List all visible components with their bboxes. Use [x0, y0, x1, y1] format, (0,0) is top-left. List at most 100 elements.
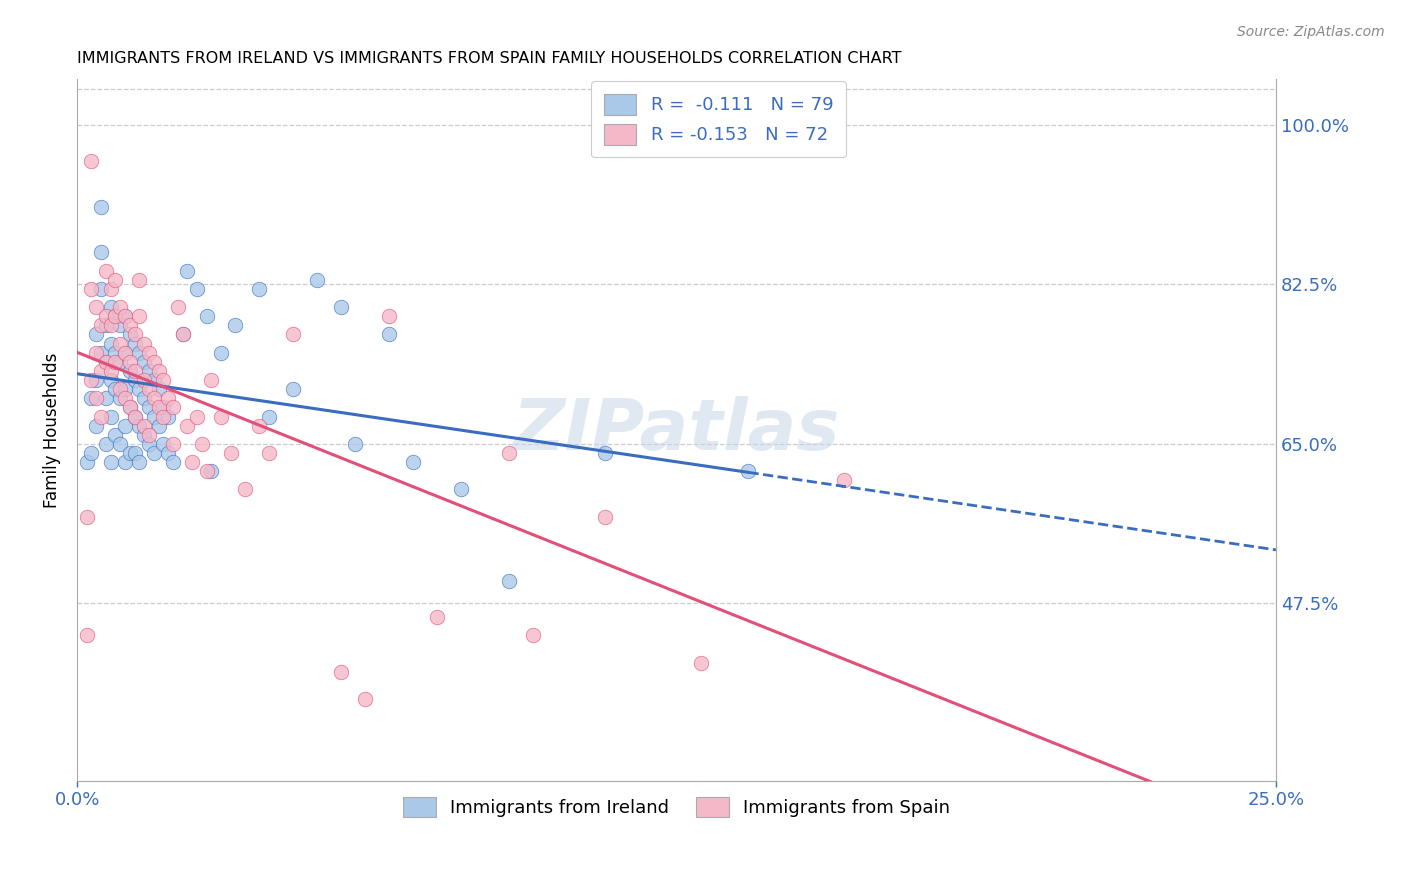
Point [104, 310, 127, 324]
Point [138, 382, 160, 396]
Point [90, 200, 112, 214]
Point [104, 310, 127, 324]
Point [124, 336, 146, 351]
Point [142, 355, 165, 369]
Point [80, 391, 103, 405]
Point [110, 355, 132, 369]
Point [84, 300, 107, 314]
Point [142, 373, 165, 387]
Point [90, 282, 112, 296]
Point [104, 427, 127, 442]
Point [128, 310, 150, 324]
Point [90, 245, 112, 260]
Point [100, 318, 122, 333]
Point [257, 446, 280, 460]
Point [138, 364, 160, 378]
Point [124, 409, 146, 424]
Point [128, 455, 150, 469]
Point [134, 373, 156, 387]
Point [166, 300, 188, 314]
Point [344, 437, 367, 451]
Point [84, 327, 107, 342]
Point [80, 446, 103, 460]
Text: ZIPatlas: ZIPatlas [513, 396, 841, 465]
Point [281, 327, 304, 342]
Point [76, 509, 98, 524]
Point [80, 282, 103, 296]
Point [76, 455, 98, 469]
Y-axis label: Family Households: Family Households [44, 352, 60, 508]
Point [176, 263, 198, 277]
Point [100, 364, 122, 378]
Point [219, 446, 242, 460]
Point [209, 345, 232, 359]
Point [94, 355, 117, 369]
Point [186, 282, 208, 296]
Point [138, 427, 160, 442]
Point [110, 437, 132, 451]
Point [128, 382, 150, 396]
Point [118, 318, 141, 333]
Point [94, 318, 117, 333]
Point [200, 373, 222, 387]
Point [593, 509, 616, 524]
Point [247, 418, 270, 433]
Point [498, 574, 520, 588]
Point [104, 345, 127, 359]
Point [426, 610, 449, 624]
Point [80, 373, 103, 387]
Point [134, 418, 156, 433]
Point [134, 427, 156, 442]
Point [148, 382, 170, 396]
Point [142, 446, 165, 460]
Point [110, 336, 132, 351]
Point [114, 391, 136, 405]
Point [114, 418, 136, 433]
Point [90, 345, 112, 359]
Point [142, 391, 165, 405]
Point [247, 282, 270, 296]
Point [110, 382, 132, 396]
Point [152, 373, 174, 387]
Point [138, 401, 160, 415]
Point [114, 345, 136, 359]
Point [834, 473, 856, 487]
Point [114, 345, 136, 359]
Legend: Immigrants from Ireland, Immigrants from Spain: Immigrants from Ireland, Immigrants from… [396, 789, 957, 824]
Point [191, 437, 214, 451]
Point [450, 483, 472, 497]
Point [134, 336, 156, 351]
Point [124, 446, 146, 460]
Point [128, 273, 150, 287]
Point [134, 391, 156, 405]
Point [100, 282, 122, 296]
Point [118, 327, 141, 342]
Point [110, 391, 132, 405]
Text: Source: ZipAtlas.com: Source: ZipAtlas.com [1237, 25, 1385, 39]
Point [104, 273, 127, 287]
Point [128, 418, 150, 433]
Point [100, 300, 122, 314]
Point [157, 446, 180, 460]
Point [200, 464, 222, 478]
Text: IMMIGRANTS FROM IRELAND VS IMMIGRANTS FROM SPAIN FAMILY HOUSEHOLDS CORRELATION C: IMMIGRANTS FROM IRELAND VS IMMIGRANTS FR… [77, 51, 901, 66]
Point [152, 437, 174, 451]
Point [378, 327, 401, 342]
Point [186, 409, 208, 424]
Point [152, 409, 174, 424]
Point [90, 318, 112, 333]
Point [76, 628, 98, 642]
Point [162, 437, 184, 451]
Point [233, 483, 256, 497]
Point [110, 318, 132, 333]
Point [100, 455, 122, 469]
Point [118, 446, 141, 460]
Point [114, 382, 136, 396]
Point [305, 273, 328, 287]
Point [100, 409, 122, 424]
Point [157, 409, 180, 424]
Point [114, 310, 136, 324]
Point [94, 355, 117, 369]
Point [124, 364, 146, 378]
Point [172, 327, 194, 342]
